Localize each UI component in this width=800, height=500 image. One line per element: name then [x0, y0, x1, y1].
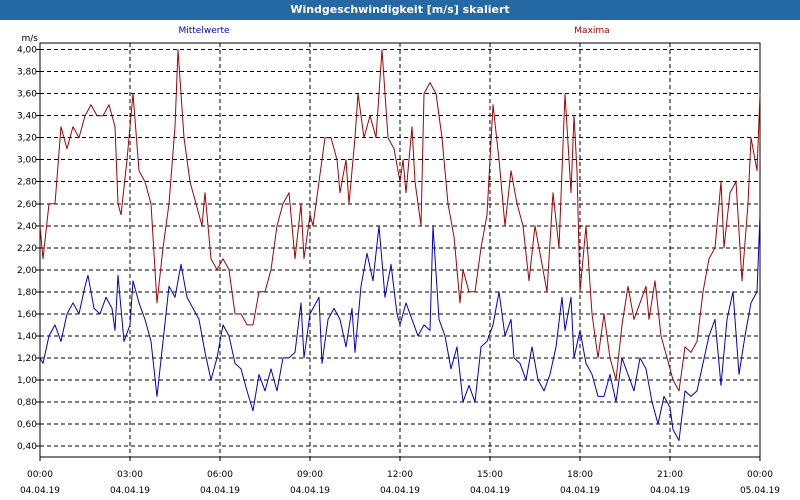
x-tick-time-label: 15:00 — [477, 470, 503, 480]
y-tick-label: 2,40 — [17, 222, 37, 232]
y-tick-label: 2,20 — [17, 244, 37, 254]
y-tick-label: 0,60 — [17, 420, 37, 430]
x-tick-date-label: 04.04.19 — [110, 486, 150, 496]
x-tick-date-label: 04.04.19 — [560, 486, 600, 496]
y-axis-label: m/s — [22, 34, 39, 44]
series — [39, 49, 761, 441]
x-tick-time-label: 09:00 — [297, 470, 323, 480]
y-tick-label: 3,40 — [17, 112, 37, 122]
chart-title: Windgeschwindigkeit [m/s] skaliert — [0, 0, 800, 20]
series-line-mittelwerte — [39, 214, 761, 441]
y-tick-label: 1,40 — [17, 332, 37, 342]
x-tick-date-label: 04.04.19 — [650, 486, 690, 496]
x-tick-date-label: 04.04.19 — [470, 486, 510, 496]
y-tick-label: 1,00 — [17, 376, 37, 386]
legend-label-maxima: Maxima — [574, 26, 609, 36]
x-tick-date-label: 05.04.19 — [740, 486, 780, 496]
y-tick-label: 1,80 — [17, 288, 37, 298]
y-tick-label: 2,00 — [17, 266, 37, 276]
x-tick-time-label: 12:00 — [387, 470, 413, 480]
plot-frame — [39, 42, 761, 458]
y-tick-label: 3,60 — [17, 90, 37, 100]
y-tick-label: 1,60 — [17, 310, 37, 320]
y-tick-label: 3,20 — [17, 134, 37, 144]
series-line-maxima — [39, 49, 761, 392]
labels: 0,40 0,60 0,80 1,00 1,20 1,40 1,60 1,80 2,00 2,20… — [17, 26, 780, 496]
grid — [40, 43, 760, 457]
y-tick-label: 4,00 — [17, 46, 37, 56]
y-tick-label: 3,80 — [17, 68, 37, 78]
x-tick-time-label: 00:00 — [27, 470, 53, 480]
x-tick-date-label: 04.04.19 — [200, 486, 240, 496]
legend-label-mittelwerte: Mittelwerte — [178, 26, 229, 36]
x-tick-date-label: 04.04.19 — [20, 486, 60, 496]
x-tick-time-label: 18:00 — [567, 470, 593, 480]
y-tick-label: 3,00 — [17, 156, 37, 166]
x-tick-time-label: 21:00 — [657, 470, 683, 480]
x-tick-time-label: 06:00 — [207, 470, 233, 480]
x-tick-time-label: 03:00 — [117, 470, 143, 480]
y-tick-label: 0,40 — [17, 442, 37, 452]
x-tick-date-label: 04.04.19 — [290, 486, 330, 496]
y-tick-label: 2,60 — [17, 200, 37, 210]
wind-speed-chart: 0,40 0,60 0,80 1,00 1,20 1,40 1,60 1,80 2,00 2,20… — [17, 26, 780, 496]
x-tick-time-label: 00:00 — [747, 470, 773, 480]
axes — [36, 42, 761, 461]
y-tick-label: 2,80 — [17, 178, 37, 188]
y-tick-label: 0,80 — [17, 398, 37, 408]
y-tick-label: 1,20 — [17, 354, 37, 364]
x-tick-date-label: 04.04.19 — [380, 486, 420, 496]
